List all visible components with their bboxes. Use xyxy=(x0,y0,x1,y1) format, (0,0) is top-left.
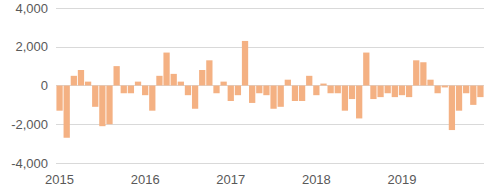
svg-text:-4,000: -4,000 xyxy=(11,156,48,171)
svg-text:-2,000: -2,000 xyxy=(11,117,48,132)
svg-text:2015: 2015 xyxy=(45,172,74,187)
svg-text:4,000: 4,000 xyxy=(15,1,48,16)
svg-text:2018: 2018 xyxy=(302,172,331,187)
svg-text:2017: 2017 xyxy=(216,172,245,187)
svg-text:0: 0 xyxy=(41,78,48,93)
svg-text:2016: 2016 xyxy=(131,172,160,187)
svg-text:2,000: 2,000 xyxy=(15,39,48,54)
svg-text:2019: 2019 xyxy=(388,172,417,187)
